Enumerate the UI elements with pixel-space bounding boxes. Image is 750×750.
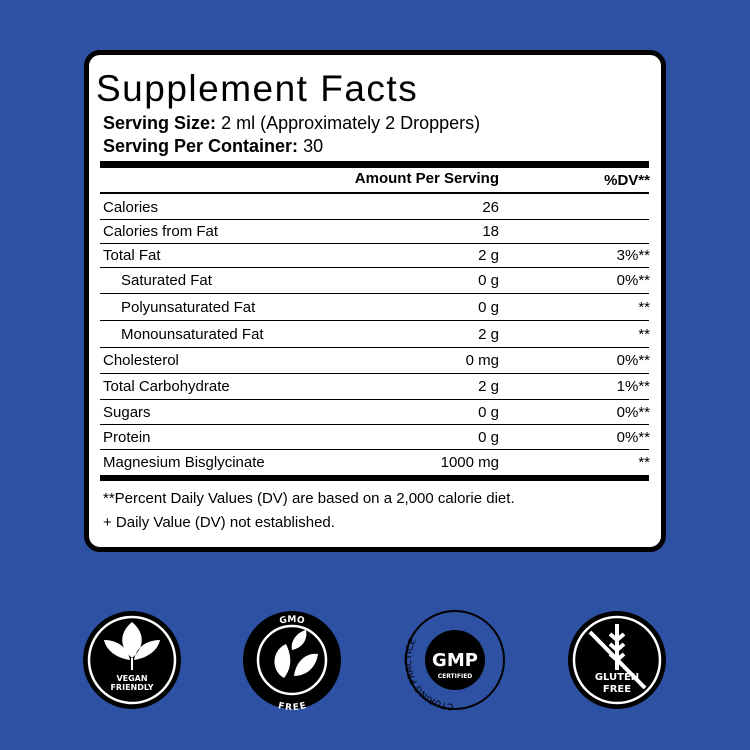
serving-size-value: 2 ml (Approximately 2 Droppers)	[221, 113, 481, 133]
badge-text: CERTIFIED	[438, 673, 473, 680]
row-amount: 0 g	[478, 272, 499, 289]
badge-text: VEGAN	[116, 674, 147, 683]
row-name: Total Fat	[103, 247, 161, 264]
badge-text: FREE	[603, 684, 631, 695]
row-amount: 0 g	[478, 298, 499, 316]
badge-text: GMO	[279, 615, 306, 627]
row-name: Calories from Fat	[103, 223, 219, 240]
row-dv: 0%**	[616, 403, 650, 421]
row-dv: 1%**	[616, 378, 650, 395]
facts-panel	[84, 50, 666, 552]
row-name: Total Carbohydrate	[103, 378, 230, 395]
row-amount: 2 g	[478, 247, 499, 264]
serving-size-label: Serving Size:	[103, 113, 217, 133]
badge-text: GOOD MANUFACTURING PRACTICE	[0, 600, 454, 711]
row-rule	[100, 243, 649, 244]
row-dv: **	[638, 453, 650, 471]
row-dv: 0%**	[616, 272, 650, 289]
badge-text: GOOD MANUFACTURING PRACTICE	[0, 600, 454, 711]
row-dv: **	[638, 325, 650, 343]
row-rule	[100, 373, 649, 374]
row-amount: 2 g	[478, 378, 499, 395]
row-dv: 0%**	[616, 352, 650, 369]
row-amount: 18	[482, 223, 499, 240]
gluten-free-badge: GLUTEN FREE	[568, 611, 666, 709]
row-rule	[100, 347, 649, 348]
row-rule	[100, 424, 649, 425]
servings-value: 30	[303, 136, 324, 156]
row-dv: 0%**	[616, 428, 650, 446]
servings-per-container: Serving Per Container: 30	[103, 136, 323, 157]
row-amount: 0 g	[478, 428, 499, 446]
row-name: Polyunsaturated Fat	[121, 298, 256, 316]
row-amount: 1000 mg	[440, 453, 499, 471]
row-amount: 0 g	[478, 403, 499, 421]
thick-rule	[100, 475, 649, 481]
row-name: Sugars	[103, 403, 151, 421]
row-rule	[100, 449, 649, 450]
row-rule	[100, 267, 649, 268]
vegan-badge: VEGAN FRIENDLY	[83, 611, 181, 709]
servings-label: Serving Per Container:	[103, 136, 299, 156]
badge-text: GMO	[279, 615, 306, 627]
row-dv: **	[638, 298, 650, 316]
header-dv: %DV**	[604, 172, 650, 189]
thick-rule	[100, 161, 649, 168]
row-name: Protein	[103, 428, 151, 446]
badge-text: FREE	[277, 701, 307, 713]
row-name: Monounsaturated Fat	[121, 325, 264, 343]
footnote: **Percent Daily Values (DV) are based on…	[103, 490, 515, 507]
gmo-free-badge: GMO FREE	[243, 611, 341, 713]
row-name: Saturated Fat	[121, 272, 212, 289]
row-name: Cholesterol	[103, 352, 179, 369]
row-amount: 2 g	[478, 325, 499, 343]
badge-text: GLUTEN	[595, 672, 639, 683]
row-rule	[100, 293, 649, 294]
row-name: Calories	[103, 199, 159, 216]
row-name: Magnesium Bisglycinate	[103, 453, 265, 471]
row-rule	[100, 219, 649, 220]
badge-text: FREE	[277, 701, 307, 713]
header-amount: Amount Per Serving	[354, 170, 499, 187]
badge-text: FRIENDLY	[110, 683, 153, 692]
row-amount: 0 mg	[465, 352, 499, 369]
serving-size: Serving Size: 2 ml (Approximately 2 Drop…	[103, 113, 480, 134]
footnote: + Daily Value (DV) not established.	[103, 514, 335, 531]
row-amount: 26	[482, 199, 499, 216]
row-dv: 3%**	[616, 247, 650, 264]
row-rule	[100, 320, 649, 321]
header-rule	[100, 192, 649, 194]
badges: VEGAN FRIENDLY GMO FREE GOOD MANUFACTURI…	[0, 600, 666, 713]
title: Supplement Facts	[96, 68, 419, 109]
row-rule	[100, 399, 649, 400]
badge-text: GMP	[432, 650, 478, 671]
